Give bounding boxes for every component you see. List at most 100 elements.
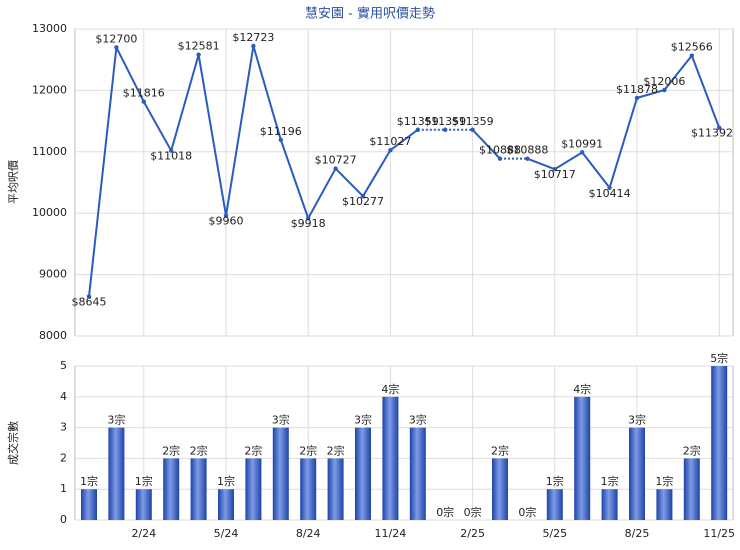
- data-label: $12566: [671, 41, 713, 54]
- data-label: $11816: [123, 87, 165, 100]
- plot-area: [74, 28, 734, 337]
- point: [223, 213, 229, 218]
- data-label: $12006: [643, 75, 685, 88]
- bar: [163, 458, 180, 520]
- line-segment: [142, 101, 173, 152]
- data-label: 2宗: [491, 443, 509, 457]
- y-tick-label: 12000: [32, 83, 67, 96]
- line-segment: [581, 151, 611, 189]
- y-tick-label: 3: [60, 421, 67, 434]
- line-segment: [225, 45, 255, 216]
- bar: [327, 458, 344, 520]
- data-label: $11878: [616, 83, 658, 96]
- point: [415, 127, 420, 132]
- bar: [492, 458, 508, 520]
- point: [114, 45, 119, 50]
- bar: [574, 396, 591, 520]
- bar: [683, 458, 700, 520]
- line-segment: [636, 89, 665, 99]
- bar: [245, 458, 262, 520]
- data-label: $11359: [452, 115, 494, 128]
- data-label: 3宗: [409, 413, 427, 427]
- data-label: $11018: [150, 150, 192, 163]
- data-label: 3宗: [354, 413, 372, 427]
- y-tick-label: 0: [60, 513, 67, 526]
- x-tick-label: 8/24: [296, 527, 321, 540]
- bar: [108, 427, 125, 520]
- data-label: 1宗: [135, 474, 153, 488]
- x-tick-label: 5/25: [542, 527, 567, 540]
- point: [580, 150, 585, 155]
- data-label: 2宗: [327, 443, 345, 457]
- line-segment: [334, 167, 364, 197]
- data-label: 2宗: [244, 443, 262, 457]
- data-label: $10888: [506, 144, 548, 157]
- bar: [656, 489, 673, 520]
- data-label: $9960: [209, 215, 244, 228]
- data-label: 2宗: [683, 443, 701, 457]
- data-label: $10414: [589, 187, 631, 200]
- data-label: 3宗: [107, 413, 125, 427]
- data-label: 3宗: [272, 413, 290, 427]
- point: [689, 53, 694, 58]
- data-label: 1宗: [80, 474, 98, 488]
- data-label: $10717: [534, 168, 576, 181]
- data-label: $11392: [691, 127, 733, 140]
- chart-title: 慧安園 - 實用呎價走勢: [305, 6, 435, 22]
- data-label: 2宗: [299, 443, 317, 457]
- line-segment: [527, 157, 556, 171]
- data-label: $11359: [397, 115, 439, 128]
- line-segment: [252, 45, 282, 141]
- data-label: 3宗: [628, 413, 646, 427]
- point: [169, 148, 174, 153]
- point: [662, 87, 667, 93]
- y-tick-label: 13000: [32, 22, 67, 35]
- bar: [409, 427, 426, 520]
- y-tick-label: 11000: [32, 145, 67, 158]
- point: [607, 185, 612, 190]
- bar: [272, 427, 289, 520]
- x-tick-label: 2/24: [131, 527, 156, 540]
- x-tick-label: 5/24: [214, 527, 239, 540]
- data-label: $11359: [424, 115, 466, 128]
- data-label: $12700: [95, 32, 137, 45]
- bar: [135, 489, 152, 520]
- line-segment: [197, 54, 227, 216]
- point: [306, 216, 311, 221]
- bar: [300, 458, 317, 520]
- point: [86, 294, 92, 299]
- data-label: 0宗: [464, 505, 482, 519]
- bar: [355, 427, 371, 520]
- x-tick-label: 2/25: [460, 527, 485, 540]
- point: [634, 95, 640, 101]
- data-label: $11196: [260, 125, 302, 138]
- data-label: 1宗: [546, 474, 564, 488]
- y-tick-label: 1: [60, 482, 67, 495]
- data-label: 4宗: [381, 382, 399, 396]
- plot-area: [74, 365, 734, 521]
- point: [552, 166, 557, 172]
- data-label: 0宗: [518, 505, 536, 519]
- data-label: $11027: [369, 135, 411, 148]
- y-axis-label: 平均呎價: [6, 160, 20, 204]
- y-axis-label: 成交宗數: [6, 421, 20, 465]
- point: [196, 52, 201, 57]
- y-tick-label: 10000: [32, 206, 67, 219]
- line-segment: [115, 46, 145, 103]
- data-label: 2宗: [162, 443, 180, 457]
- point: [525, 156, 530, 161]
- line-segment: [663, 55, 693, 91]
- bar: [546, 489, 563, 520]
- data-label: $10991: [561, 137, 603, 150]
- bar: [629, 427, 645, 520]
- data-label: $10277: [342, 195, 384, 208]
- line-segment: [170, 54, 200, 151]
- point: [141, 99, 146, 104]
- bar: [218, 489, 234, 520]
- bar: [382, 396, 399, 520]
- point: [470, 127, 475, 132]
- y-tick-label: 4: [60, 390, 67, 403]
- data-label: 1宗: [601, 474, 619, 488]
- bar: [711, 366, 728, 520]
- line-segment: [471, 129, 501, 160]
